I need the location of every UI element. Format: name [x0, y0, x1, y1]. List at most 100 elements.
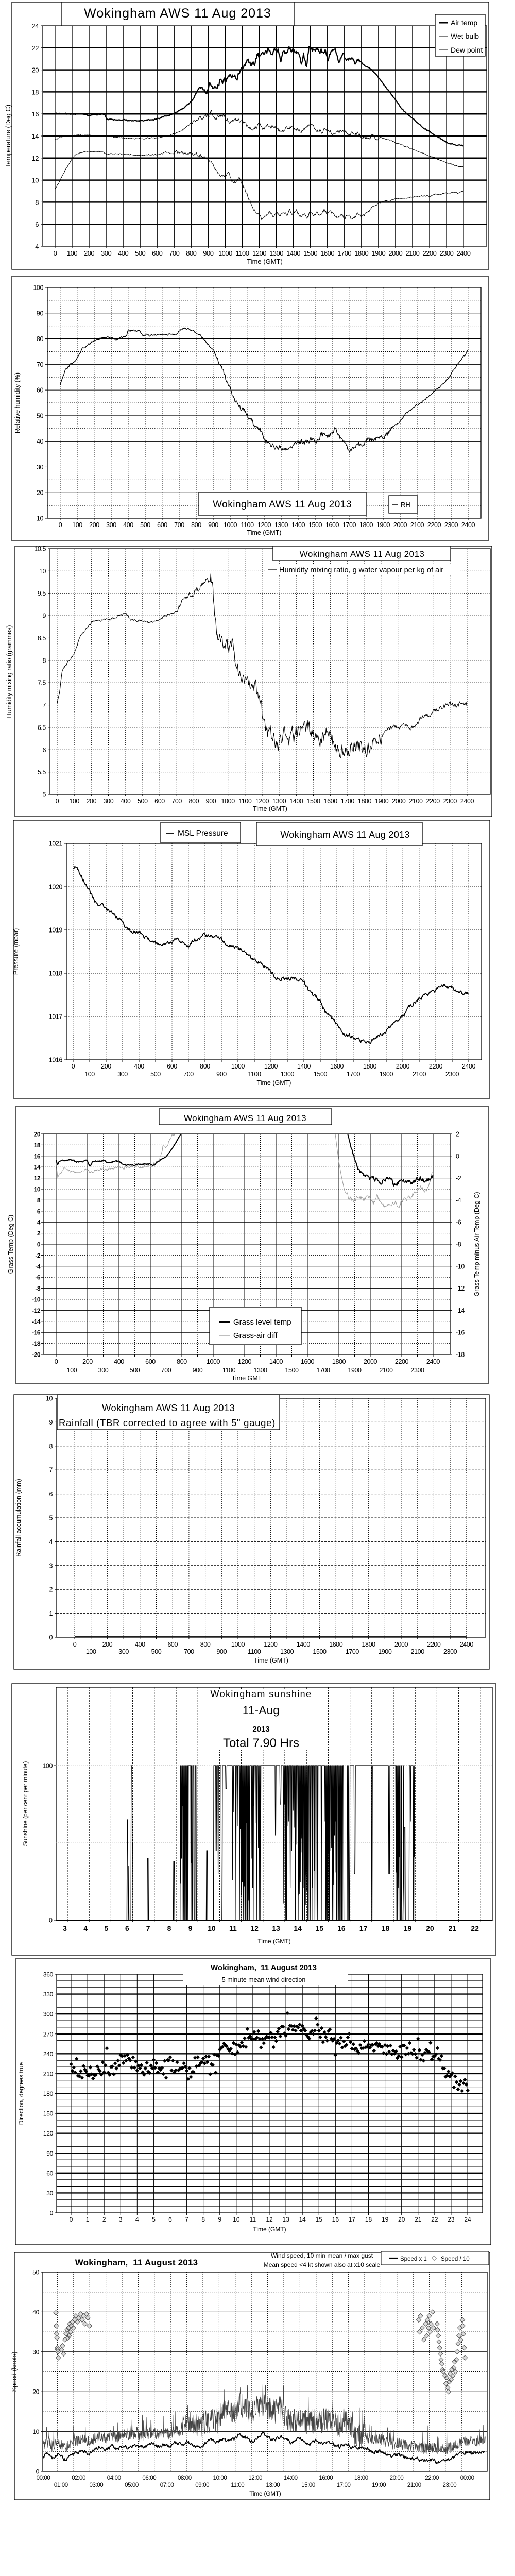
svg-text:1300: 1300: [280, 1648, 294, 1655]
svg-text:1500: 1500: [308, 521, 322, 529]
svg-text:100: 100: [67, 1367, 77, 1374]
svg-text:20: 20: [34, 1131, 41, 1138]
svg-text:Wokingham AWS 11 Aug 2013: Wokingham AWS 11 Aug 2013: [300, 549, 425, 559]
svg-text:60: 60: [37, 387, 44, 394]
svg-text:4: 4: [83, 1924, 88, 1933]
svg-text:6: 6: [42, 747, 46, 754]
svg-text:-4: -4: [35, 1263, 40, 1270]
svg-text:15: 15: [316, 1924, 324, 1933]
svg-text:6: 6: [168, 2216, 172, 2223]
svg-text:Wokingham AWS 11 Aug 2013: Wokingham AWS 11 Aug 2013: [84, 6, 271, 21]
svg-text:1200: 1200: [252, 249, 266, 257]
svg-text:12: 12: [250, 1924, 259, 1933]
svg-text:6: 6: [37, 1208, 41, 1215]
svg-text:14: 14: [34, 1164, 41, 1171]
svg-text:13: 13: [272, 1924, 280, 1933]
svg-text:1800: 1800: [359, 521, 373, 529]
svg-text:2400: 2400: [460, 1641, 474, 1648]
svg-text:1600: 1600: [329, 1641, 343, 1648]
svg-text:2013: 2013: [252, 1725, 269, 1734]
svg-text:700: 700: [184, 1648, 194, 1655]
svg-text:Time GMT: Time GMT: [232, 1375, 262, 1382]
svg-text:-8: -8: [456, 1241, 461, 1248]
svg-text:1500: 1500: [314, 1071, 328, 1078]
svg-text:Time (GMT): Time (GMT): [249, 2491, 281, 2497]
svg-text:21: 21: [415, 2216, 422, 2223]
svg-text:Humidity mixing ratio (grammes: Humidity mixing ratio (grammes): [6, 625, 13, 718]
svg-text:-4: -4: [456, 1197, 461, 1204]
svg-text:11:00: 11:00: [231, 2482, 244, 2488]
svg-text:1200: 1200: [238, 1358, 252, 1365]
svg-text:Temperature (Deg C): Temperature (Deg C): [4, 105, 12, 167]
svg-text:3: 3: [49, 1562, 53, 1569]
svg-text:12:00: 12:00: [248, 2475, 262, 2481]
svg-text:1200: 1200: [255, 798, 269, 805]
svg-text:20: 20: [32, 66, 39, 74]
svg-text:-18: -18: [32, 1340, 41, 1347]
svg-text:900: 900: [206, 798, 216, 805]
svg-text:1900: 1900: [348, 1367, 362, 1374]
svg-text:1800: 1800: [358, 798, 372, 805]
svg-text:Time (GMT): Time (GMT): [257, 1079, 291, 1087]
svg-text:800: 800: [200, 1063, 210, 1070]
svg-text:7: 7: [49, 1467, 53, 1474]
svg-text:600: 600: [154, 798, 165, 805]
svg-text:1400: 1400: [286, 249, 300, 257]
svg-text:90: 90: [37, 310, 44, 317]
svg-text:360: 360: [43, 1971, 54, 1978]
svg-text:0: 0: [49, 1917, 53, 1924]
svg-text:10: 10: [34, 1186, 41, 1193]
svg-text:16: 16: [337, 1924, 346, 1933]
svg-text:Wokingham AWS 11 Aug 2013: Wokingham AWS 11 Aug 2013: [280, 829, 409, 840]
svg-text:300: 300: [104, 798, 114, 805]
svg-text:800: 800: [186, 249, 196, 257]
svg-text:900: 900: [208, 521, 218, 529]
svg-text:0: 0: [37, 1241, 41, 1248]
svg-text:1300: 1300: [281, 1071, 295, 1078]
svg-text:Time (GMT): Time (GMT): [253, 2226, 286, 2233]
svg-text:-16: -16: [456, 1329, 465, 1336]
svg-text:100: 100: [42, 1762, 53, 1770]
svg-text:07:00: 07:00: [160, 2482, 174, 2488]
svg-text:13: 13: [282, 2216, 289, 2223]
svg-text:Wokingham AWS 11 Aug 2013: Wokingham AWS 11 Aug 2013: [213, 499, 352, 510]
svg-text:2100: 2100: [405, 249, 419, 257]
svg-text:4: 4: [37, 1219, 41, 1226]
svg-text:330: 330: [43, 1991, 54, 1998]
svg-text:500: 500: [140, 521, 150, 529]
svg-text:Speed (knots): Speed (knots): [11, 2352, 18, 2392]
svg-text:9.5: 9.5: [38, 590, 46, 597]
svg-text:200: 200: [89, 521, 99, 529]
svg-text:200: 200: [87, 798, 97, 805]
svg-text:Relative humidity (%): Relative humidity (%): [14, 372, 21, 433]
svg-text:1: 1: [86, 2216, 90, 2223]
svg-text:0: 0: [50, 2210, 54, 2217]
svg-text:-12: -12: [32, 1307, 41, 1314]
svg-text:1200: 1200: [264, 1641, 278, 1648]
svg-text:1000: 1000: [207, 1358, 220, 1365]
svg-text:Mean speed <4 kt shown also at: Mean speed <4 kt shown also at x10 scale: [264, 2261, 381, 2268]
svg-text:70: 70: [37, 361, 44, 368]
svg-text:2300: 2300: [444, 521, 458, 529]
svg-text:30: 30: [46, 2190, 53, 2197]
svg-text:400: 400: [123, 521, 133, 529]
svg-text:1100: 1100: [238, 798, 252, 805]
svg-text:100: 100: [33, 284, 43, 292]
svg-text:30: 30: [32, 2348, 39, 2355]
svg-text:800: 800: [200, 1641, 211, 1648]
svg-text:6: 6: [125, 1924, 129, 1933]
svg-text:400: 400: [135, 1641, 145, 1648]
svg-text:6: 6: [35, 221, 39, 228]
svg-text:2: 2: [456, 1131, 459, 1138]
svg-text:00:00: 00:00: [460, 2475, 474, 2481]
svg-text:1600: 1600: [320, 249, 334, 257]
svg-text:3: 3: [63, 1924, 67, 1933]
svg-text:700: 700: [174, 521, 184, 529]
svg-text:22: 22: [32, 44, 39, 52]
svg-text:2400: 2400: [461, 521, 475, 529]
svg-text:20: 20: [37, 489, 44, 497]
svg-text:1600: 1600: [325, 521, 339, 529]
svg-text:-16: -16: [32, 1329, 41, 1336]
svg-text:1100: 1100: [222, 1367, 236, 1374]
svg-text:2: 2: [102, 2216, 106, 2223]
